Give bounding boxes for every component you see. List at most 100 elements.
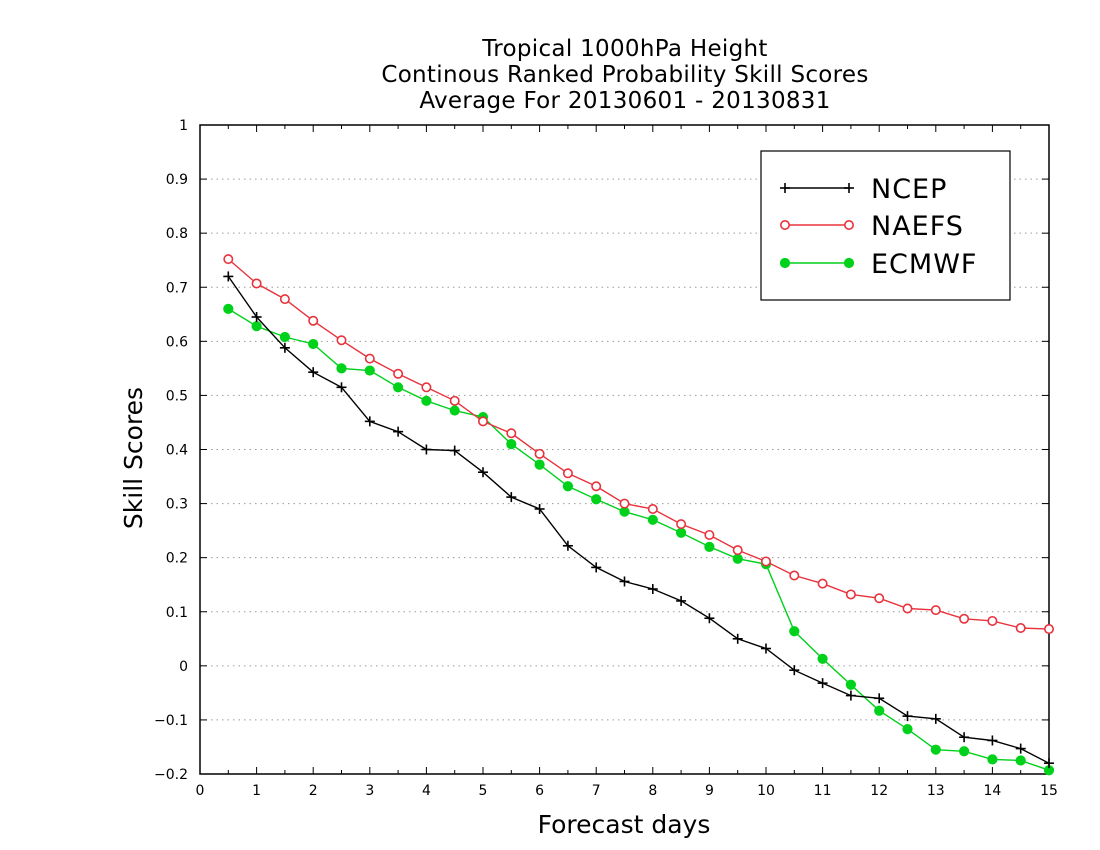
legend-label-ecmwf: ECMWF [871, 249, 977, 280]
data-point-ncep [562, 540, 573, 551]
y-tick-label: 0 [179, 659, 188, 675]
data-point-ncep [506, 492, 517, 503]
legend-marker-naefs [779, 220, 790, 231]
data-point-naefs [591, 481, 602, 492]
data-point-ncep [647, 584, 658, 595]
data-point-naefs [760, 556, 771, 567]
data-point-ecmwf [902, 724, 913, 735]
data-point-ecmwf [223, 303, 234, 314]
series-ecmwf [223, 303, 1055, 776]
data-point-ncep [732, 633, 743, 644]
data-point-naefs [789, 570, 800, 581]
data-point-naefs [902, 603, 913, 614]
x-tick-label: 15 [1040, 783, 1058, 799]
data-point-ncep [251, 311, 262, 322]
series-line-ecmwf [227, 308, 1050, 771]
legend-marker-naefs [843, 220, 854, 231]
x-tick-label: 0 [196, 783, 205, 799]
data-point-naefs [732, 545, 743, 556]
series-line-ncep [227, 275, 1050, 764]
data-point-ecmwf [336, 363, 347, 374]
data-point-naefs [647, 503, 658, 514]
data-point-ncep [591, 562, 602, 573]
legend-item-naefs: NAEFS [779, 211, 964, 242]
chart-title-line-3: Average For 20130601 - 20130831 [419, 88, 831, 114]
data-point-ncep [449, 445, 460, 456]
data-point-ncep [987, 735, 998, 746]
data-point-ecmwf [562, 481, 574, 492]
chart-title-line-2: Continous Ranked Probability Skill Score… [381, 62, 869, 88]
data-point-naefs [223, 254, 234, 265]
data-point-naefs [845, 589, 856, 600]
chart-title-line-1: Tropical 1000hPa Height [482, 36, 768, 62]
legend-label-ncep: NCEP [871, 174, 947, 205]
data-point-naefs [336, 335, 347, 346]
data-point-naefs [676, 519, 687, 530]
data-point-naefs [930, 605, 941, 616]
data-point-ncep [393, 426, 404, 437]
x-tick-label: 4 [422, 783, 431, 799]
data-point-ncep [478, 467, 488, 478]
x-tick-label: 13 [927, 783, 945, 799]
data-point-ecmwf [647, 514, 658, 525]
data-point-naefs [1044, 624, 1055, 635]
y-tick-label: 1 [179, 118, 188, 134]
data-point-ncep [364, 416, 375, 427]
data-point-naefs [619, 498, 630, 509]
data-point-naefs [393, 368, 404, 379]
data-point-ecmwf [987, 754, 998, 765]
y-tick-label: 0.9 [166, 172, 188, 188]
data-point-ecmwf [959, 746, 970, 757]
series-line-naefs [227, 258, 1050, 630]
legend-label-naefs: NAEFS [871, 211, 964, 242]
data-point-ncep [761, 643, 771, 654]
legend-marker-ecmwf [843, 257, 855, 269]
data-point-naefs [959, 613, 970, 624]
data-point-ncep [676, 595, 687, 606]
data-point-naefs [449, 395, 460, 406]
data-point-ecmwf [364, 365, 375, 376]
data-point-ncep [619, 576, 630, 587]
legend-marker-ecmwf [779, 257, 791, 269]
x-tick-label: 10 [757, 783, 775, 799]
data-point-ecmwf [845, 679, 857, 690]
data-point-naefs [874, 593, 885, 604]
y-tick-label: 0.8 [166, 226, 188, 242]
data-point-naefs [279, 294, 290, 305]
series-layer [223, 254, 1055, 776]
data-point-ecmwf [704, 541, 715, 552]
data-point-ecmwf [534, 459, 545, 470]
y-tick-label: 0.4 [166, 443, 188, 459]
x-tick-label: 5 [479, 783, 488, 799]
x-tick-label: 14 [983, 783, 1001, 799]
data-point-ncep [279, 342, 290, 353]
legend-item-ncep: NCEP [780, 174, 947, 205]
y-tick-label: 0.1 [166, 605, 188, 621]
data-point-ncep [308, 367, 319, 378]
data-point-naefs [251, 278, 262, 289]
data-point-ecmwf [308, 338, 319, 350]
data-point-naefs [477, 416, 488, 427]
series-ncep [223, 271, 1054, 769]
data-point-naefs [308, 315, 319, 326]
data-point-ecmwf [506, 438, 517, 450]
data-point-ncep [336, 382, 347, 393]
data-point-ncep [789, 665, 800, 676]
x-axis-label: Forecast days [538, 810, 711, 839]
data-point-naefs [562, 468, 573, 479]
legend-item-ecmwf: ECMWF [779, 249, 977, 280]
y-tick-label: −0.2 [154, 767, 188, 783]
data-point-ecmwf [676, 527, 687, 538]
x-tick-label: 8 [648, 783, 657, 799]
axis-ticks: −0.2−0.100.10.20.30.40.50.60.70.80.910 1 2… [154, 118, 1058, 799]
data-point-ecmwf [817, 653, 828, 664]
legend: NCEP NAEFS ECMWF [760, 150, 1011, 301]
series-naefs [223, 254, 1055, 635]
x-tick-label: 3 [365, 783, 374, 799]
legend-marker-ncep [844, 183, 854, 193]
grid-lines [200, 178, 1049, 721]
data-point-ncep [902, 711, 913, 722]
data-point-ecmwf [591, 494, 602, 505]
data-point-naefs [987, 615, 998, 626]
